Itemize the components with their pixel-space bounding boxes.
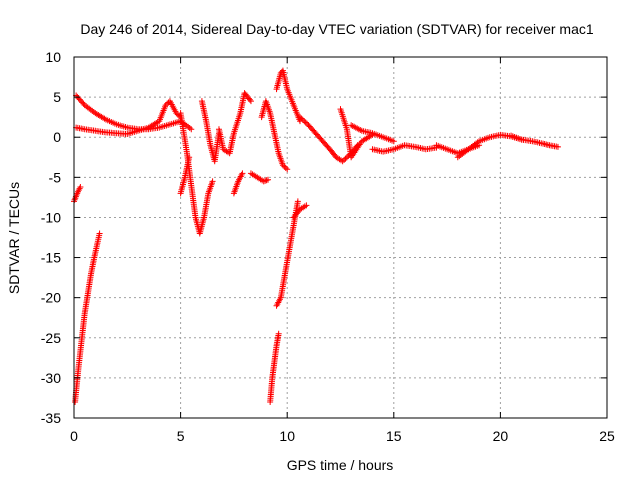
- data-point-interp: [262, 177, 269, 184]
- y-tick-label: -10: [41, 209, 61, 225]
- y-tick-label: -25: [41, 330, 61, 346]
- data-point-interp: [80, 100, 87, 107]
- y-tick-label: -30: [41, 370, 61, 386]
- tick-labels: 0 5 10 15 20 25 -35 -30 -25 -20 -15 -10 -5 0 5 10: [41, 49, 615, 444]
- data-point-interp: [174, 111, 181, 118]
- data-point: [96, 230, 103, 237]
- data-point-interp: [164, 100, 171, 107]
- data-point-interp: [341, 156, 348, 163]
- data-point-interp: [302, 119, 309, 126]
- x-tick-label: 20: [493, 428, 509, 444]
- data-point: [554, 143, 561, 150]
- data-point-interp: [281, 163, 288, 170]
- data-point: [339, 158, 346, 165]
- series-arc-peak-6: [198, 98, 222, 165]
- data-point-interp: [342, 155, 349, 162]
- data-point: [209, 178, 216, 185]
- data-point-interp: [301, 118, 308, 125]
- data-point: [296, 114, 303, 121]
- data-point: [275, 330, 282, 337]
- y-axis-label: SDTVAR / TECUs: [6, 182, 22, 294]
- data-point: [239, 170, 246, 177]
- x-axis-label: GPS time / hours: [287, 457, 394, 473]
- series-arc-10-neg: [290, 202, 310, 221]
- y-tick-label: -20: [41, 290, 61, 306]
- series-arc-19-to-21: [454, 131, 525, 161]
- data-point: [284, 166, 291, 173]
- x-tick-label: 0: [70, 428, 78, 444]
- x-tick-label: 25: [599, 428, 615, 444]
- series-arc-main-upper: [73, 92, 195, 133]
- data-point-interp: [298, 115, 305, 122]
- y-tick-label: 5: [53, 89, 61, 105]
- data-markers: [71, 67, 561, 405]
- y-tick-label: 0: [53, 129, 61, 145]
- data-point: [260, 178, 267, 185]
- plot-frame: [73, 56, 608, 419]
- data-point: [390, 138, 397, 145]
- series-arc-10-rise: [273, 198, 301, 309]
- series-arc-start-neg: [71, 183, 84, 205]
- data-point: [279, 162, 286, 169]
- axis-ticks: [73, 56, 608, 419]
- series-arc-14-to-17: [369, 142, 440, 155]
- data-point: [188, 126, 195, 133]
- series-arc-8-neg: [247, 170, 272, 185]
- data-point: [162, 102, 169, 109]
- series-arc-9-steep: [267, 330, 282, 405]
- y-tick-label: 10: [45, 49, 61, 65]
- data-point-interp: [246, 96, 253, 103]
- data-point-interp: [282, 164, 289, 171]
- chart-title: Day 246 of 2014, Sidereal Day-to-day VTE…: [80, 21, 593, 37]
- data-point: [247, 98, 254, 105]
- series-arc-21-to-22.7: [508, 132, 561, 150]
- series-arc-10-peak: [273, 67, 303, 125]
- series-arc-main-lower: [73, 98, 184, 138]
- data-point: [265, 176, 272, 183]
- y-tick-label: -15: [41, 250, 61, 266]
- series-arc-12-to-14: [337, 106, 376, 161]
- data-point-interp: [299, 116, 306, 123]
- data-point: [186, 154, 193, 161]
- series-arc-7-hump: [215, 90, 254, 157]
- data-point: [294, 198, 301, 205]
- data-point: [303, 202, 310, 209]
- x-tick-label: 10: [279, 428, 295, 444]
- series-arc-dip-left: [177, 154, 193, 197]
- data-point: [77, 183, 84, 190]
- series-arc-steep-early: [72, 230, 103, 405]
- series-arc-9-descent: [258, 98, 291, 173]
- series-arc-7-neg: [230, 170, 246, 197]
- y-tick-label: -35: [41, 410, 61, 426]
- x-tick-label: 15: [386, 428, 402, 444]
- y-tick-label: -5: [49, 169, 62, 185]
- x-tick-label: 5: [177, 428, 185, 444]
- series-arc-13-tail: [348, 122, 397, 145]
- grid-lines: [74, 57, 607, 418]
- data-point-interp: [304, 120, 311, 127]
- data-point-interp: [263, 177, 270, 184]
